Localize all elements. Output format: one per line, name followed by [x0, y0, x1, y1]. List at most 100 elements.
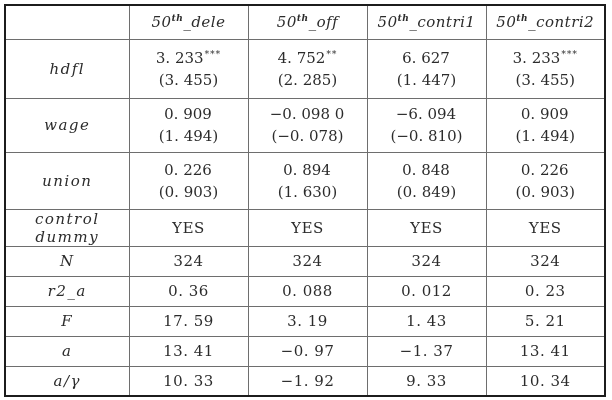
stat-cell: 0. 088 [247, 275, 368, 307]
stat-cell: YES [485, 208, 606, 247]
stat-cell: 5. 21 [485, 305, 606, 337]
stat-cell: 324 [485, 245, 606, 277]
stat-cell: 0. 23 [485, 275, 606, 307]
column-header-text: _contri1 [409, 13, 476, 32]
estimate-value: −6. 094 [395, 105, 457, 123]
estimate-value: 6. 627 [402, 48, 450, 67]
row-label-a: a [4, 335, 130, 367]
column-header-contri1: 50th_contri1 [366, 4, 487, 40]
significance-stars: ** [326, 49, 338, 60]
estimate-value: −0. 098 0 [269, 105, 345, 123]
column-header-text: 50 [377, 13, 398, 32]
stat-cell: 9. 33 [366, 365, 487, 397]
t-statistic: (−0. 078) [271, 127, 344, 145]
column-header-dele: 50th_dele [128, 4, 249, 40]
estimate-value: 3. 233 [155, 48, 204, 67]
significance-stars: *** [204, 49, 222, 60]
estimate-value: 0. 226 [164, 160, 212, 179]
column-header-superscript: th [397, 14, 410, 25]
estimate-value: 0. 894 [283, 160, 331, 179]
regression-results-table: 50th_dele 50th_off 50th_contri1 50th_con… [4, 4, 606, 397]
stat-cell: 1. 43 [366, 305, 487, 337]
coef-cell: −6. 094 (−0. 810) [366, 97, 487, 153]
column-header-text: _off [308, 13, 339, 32]
stat-cell: 0. 36 [128, 275, 249, 307]
table-row-union: union 0. 226 (0. 903) 0. 894 (1. 630) 0.… [4, 151, 606, 210]
column-header-text: 50 [496, 13, 517, 32]
column-header-text: _dele [183, 13, 226, 32]
stat-cell: −1. 37 [366, 335, 487, 367]
stat-cell: YES [247, 208, 368, 247]
estimate-value: 0. 909 [520, 105, 569, 123]
stat-cell: 324 [128, 245, 249, 277]
table-row-control-dummy: control dummy YES YES YES YES [4, 208, 606, 247]
t-statistic: (3. 455) [158, 70, 219, 89]
row-label-control-dummy: control dummy [4, 208, 130, 247]
stat-cell: 324 [366, 245, 487, 277]
stat-cell: YES [128, 208, 249, 247]
column-header-superscript: th [516, 14, 529, 25]
column-header-superscript: th [171, 14, 184, 25]
row-label-f: F [4, 305, 130, 337]
estimate-value: 3. 233 [512, 48, 561, 67]
stat-cell: 0. 012 [366, 275, 487, 307]
stat-cell: 10. 33 [128, 365, 249, 397]
coef-cell: 0. 848 (0. 849) [366, 151, 487, 210]
table-row-n: N 324 324 324 324 [4, 245, 606, 277]
coef-cell: 0. 226 (0. 903) [128, 151, 249, 210]
t-statistic: (0. 903) [515, 182, 575, 201]
t-statistic: (2. 285) [277, 70, 338, 89]
row-label-union: union [4, 151, 130, 210]
coef-cell: 0. 909 (1. 494) [485, 97, 606, 153]
table-row-a-gamma: a/γ 10. 33 −1. 92 9. 33 10. 34 [4, 365, 606, 397]
significance-stars: *** [561, 49, 578, 60]
t-statistic: (0. 903) [158, 182, 219, 201]
column-header-text: 50 [151, 13, 172, 32]
table-row-r2a: r2_a 0. 36 0. 088 0. 012 0. 23 [4, 275, 606, 307]
row-label-r2a: r2_a [4, 275, 130, 307]
regression-table-container: 50th_dele 50th_off 50th_contri1 50th_con… [4, 4, 606, 397]
column-header-text: _contri2 [528, 13, 595, 32]
table-row-hdfl: hdfl 3. 233*** (3. 455) 4. 752** (2. 285… [4, 38, 606, 99]
column-header-superscript: th [296, 14, 309, 25]
t-statistic: (−0. 810) [390, 127, 463, 145]
table-row-f: F 17. 59 3. 19 1. 43 5. 21 [4, 305, 606, 337]
corner-cell [4, 4, 130, 40]
row-label-n: N [4, 245, 130, 277]
table-row-wage: wage 0. 909 (1. 494) −0. 098 0 (−0. 078)… [4, 97, 606, 153]
column-header-off: 50th_off [247, 4, 368, 40]
t-statistic: (1. 494) [158, 127, 219, 145]
table-header-row: 50th_dele 50th_off 50th_contri1 50th_con… [4, 4, 606, 40]
coef-cell: 3. 233*** (3. 455) [485, 38, 606, 99]
t-statistic: (1. 447) [396, 70, 457, 89]
row-label-hdfl: hdfl [4, 38, 130, 99]
estimate-value: 4. 752 [277, 48, 326, 67]
table-row-a: a 13. 41 −0. 97 −1. 37 13. 41 [4, 335, 606, 367]
stat-cell: 10. 34 [485, 365, 606, 397]
row-label-a-gamma: a/γ [4, 365, 130, 397]
coef-cell: 6. 627 (1. 447) [366, 38, 487, 99]
stat-cell: 13. 41 [128, 335, 249, 367]
stat-cell: 324 [247, 245, 368, 277]
row-label-wage: wage [4, 97, 130, 153]
column-header-contri2: 50th_contri2 [485, 4, 606, 40]
coef-cell: 0. 894 (1. 630) [247, 151, 368, 210]
t-statistic: (0. 849) [396, 182, 457, 201]
stat-cell: YES [366, 208, 487, 247]
coef-cell: 4. 752** (2. 285) [247, 38, 368, 99]
stat-cell: 17. 59 [128, 305, 249, 337]
coef-cell: −0. 098 0 (−0. 078) [247, 97, 368, 153]
stat-cell: −0. 97 [247, 335, 368, 367]
stat-cell: 13. 41 [485, 335, 606, 367]
coef-cell: 0. 226 (0. 903) [485, 151, 606, 210]
coef-cell: 3. 233*** (3. 455) [128, 38, 249, 99]
coef-cell: 0. 909 (1. 494) [128, 97, 249, 153]
estimate-value: 0. 226 [520, 160, 569, 179]
t-statistic: (1. 494) [515, 127, 575, 145]
t-statistic: (1. 630) [277, 182, 338, 201]
t-statistic: (3. 455) [515, 70, 575, 89]
column-header-text: 50 [276, 13, 297, 32]
estimate-value: 0. 848 [402, 160, 450, 179]
stat-cell: 3. 19 [247, 305, 368, 337]
stat-cell: −1. 92 [247, 365, 368, 397]
